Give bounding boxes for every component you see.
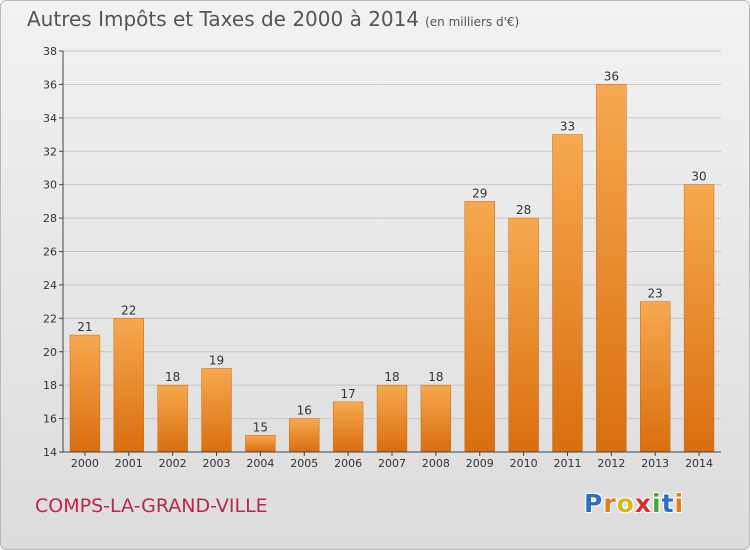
bar-value-label: 33 bbox=[560, 120, 575, 134]
bar-value-label: 18 bbox=[384, 370, 399, 384]
commune-name: COMPS-LA-GRAND-VILLE bbox=[35, 495, 268, 517]
bar[interactable] bbox=[332, 401, 364, 453]
x-tick-label: 2014 bbox=[685, 457, 713, 470]
bar[interactable] bbox=[420, 384, 452, 453]
logo-letter: P bbox=[584, 489, 604, 518]
logo-letter: t bbox=[661, 489, 675, 518]
x-tick-label: 2007 bbox=[378, 457, 406, 470]
x-tick-label: 2002 bbox=[159, 457, 187, 470]
chart-unit: (en milliers d'€) bbox=[425, 15, 520, 29]
x-tick-label: 2003 bbox=[203, 457, 231, 470]
chart-title: Autres Impôts et Taxes de 2000 à 2014 (en… bbox=[27, 7, 519, 31]
y-tick-label: 16 bbox=[43, 413, 57, 426]
proxiti-logo[interactable]: Proxiti bbox=[584, 489, 684, 518]
x-tick-label: 2001 bbox=[115, 457, 143, 470]
bar[interactable] bbox=[508, 217, 539, 453]
bar-value-label: 22 bbox=[121, 303, 136, 317]
x-tick-label: 2010 bbox=[510, 457, 538, 470]
x-tick-label: 2009 bbox=[466, 457, 494, 470]
y-tick-label: 20 bbox=[43, 346, 57, 359]
bar-value-label: 28 bbox=[516, 203, 531, 217]
y-tick-label: 38 bbox=[43, 45, 57, 58]
bar[interactable] bbox=[464, 201, 495, 453]
bar-value-label: 18 bbox=[165, 370, 180, 384]
x-tick-label: 2008 bbox=[422, 457, 450, 470]
x-tick-label: 2012 bbox=[597, 457, 625, 470]
y-tick-label: 26 bbox=[43, 246, 57, 259]
bar[interactable] bbox=[640, 301, 671, 453]
x-tick-label: 2000 bbox=[71, 457, 99, 470]
y-tick-label: 18 bbox=[43, 379, 57, 392]
x-tick-label: 2005 bbox=[290, 457, 318, 470]
x-tick-label: 2011 bbox=[553, 457, 581, 470]
logo-letter: i bbox=[652, 489, 662, 518]
bar[interactable] bbox=[113, 318, 144, 453]
logo-letter: o bbox=[616, 489, 635, 518]
bar[interactable] bbox=[69, 334, 101, 453]
logo-letter: x bbox=[634, 489, 652, 518]
y-tick-label: 30 bbox=[43, 179, 57, 192]
x-tick-label: 2006 bbox=[334, 457, 362, 470]
logo-letter: r bbox=[603, 489, 617, 518]
bar-value-label: 30 bbox=[691, 170, 706, 184]
bar[interactable] bbox=[245, 435, 276, 453]
bar[interactable] bbox=[683, 184, 715, 453]
y-tick-label: 28 bbox=[43, 212, 57, 225]
bar[interactable] bbox=[157, 384, 188, 453]
bar-value-label: 17 bbox=[340, 387, 355, 401]
chart-title-text: Autres Impôts et Taxes de 2000 à 2014 bbox=[27, 7, 420, 31]
bar-value-label: 29 bbox=[472, 186, 487, 200]
x-tick-label: 2004 bbox=[246, 457, 274, 470]
bar-value-label: 21 bbox=[77, 320, 92, 334]
y-tick-label: 22 bbox=[43, 312, 57, 325]
y-tick-label: 32 bbox=[43, 145, 57, 158]
bar-value-label: 36 bbox=[604, 69, 619, 83]
x-tick-label: 2013 bbox=[641, 457, 669, 470]
bar[interactable] bbox=[552, 134, 583, 453]
bar-value-label: 19 bbox=[209, 353, 224, 367]
bar-value-label: 23 bbox=[648, 287, 663, 301]
bar[interactable] bbox=[376, 384, 408, 453]
bar[interactable] bbox=[289, 418, 320, 453]
bar[interactable] bbox=[201, 368, 232, 453]
bar-value-label: 15 bbox=[253, 420, 268, 434]
y-tick-label: 24 bbox=[43, 279, 57, 292]
bar[interactable] bbox=[596, 84, 627, 453]
y-tick-label: 34 bbox=[43, 112, 57, 125]
logo-letter: i bbox=[674, 489, 685, 518]
bar-value-label: 18 bbox=[428, 370, 443, 384]
bar-value-label: 16 bbox=[297, 404, 312, 418]
y-tick-label: 14 bbox=[43, 446, 57, 459]
y-tick-label: 36 bbox=[43, 78, 57, 91]
